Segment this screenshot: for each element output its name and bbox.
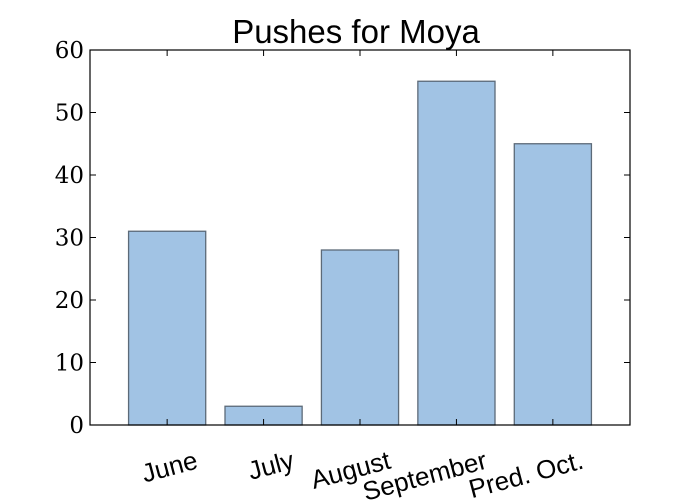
y-tick-label: 40 (55, 163, 84, 189)
y-tick-label: 30 (55, 226, 84, 252)
y-tick-label: 50 (55, 101, 84, 127)
bar-pred-oct (513, 143, 593, 426)
y-tick-label: 20 (55, 288, 84, 314)
bar-june (127, 230, 207, 426)
y-axis: 0 10 20 30 40 50 60 (55, 38, 630, 439)
bars-group (127, 80, 593, 426)
bar-august (320, 249, 400, 426)
bar-september (417, 80, 496, 426)
y-tick-label: 0 (69, 413, 84, 439)
y-tick-label: 10 (55, 351, 84, 377)
plot-frame (89, 49, 631, 426)
y-tick-label: 60 (55, 38, 84, 64)
chart-title: Pushes for Moya (232, 13, 480, 50)
x-tick-label: June (138, 445, 200, 489)
x-tick-label: July (245, 445, 297, 486)
